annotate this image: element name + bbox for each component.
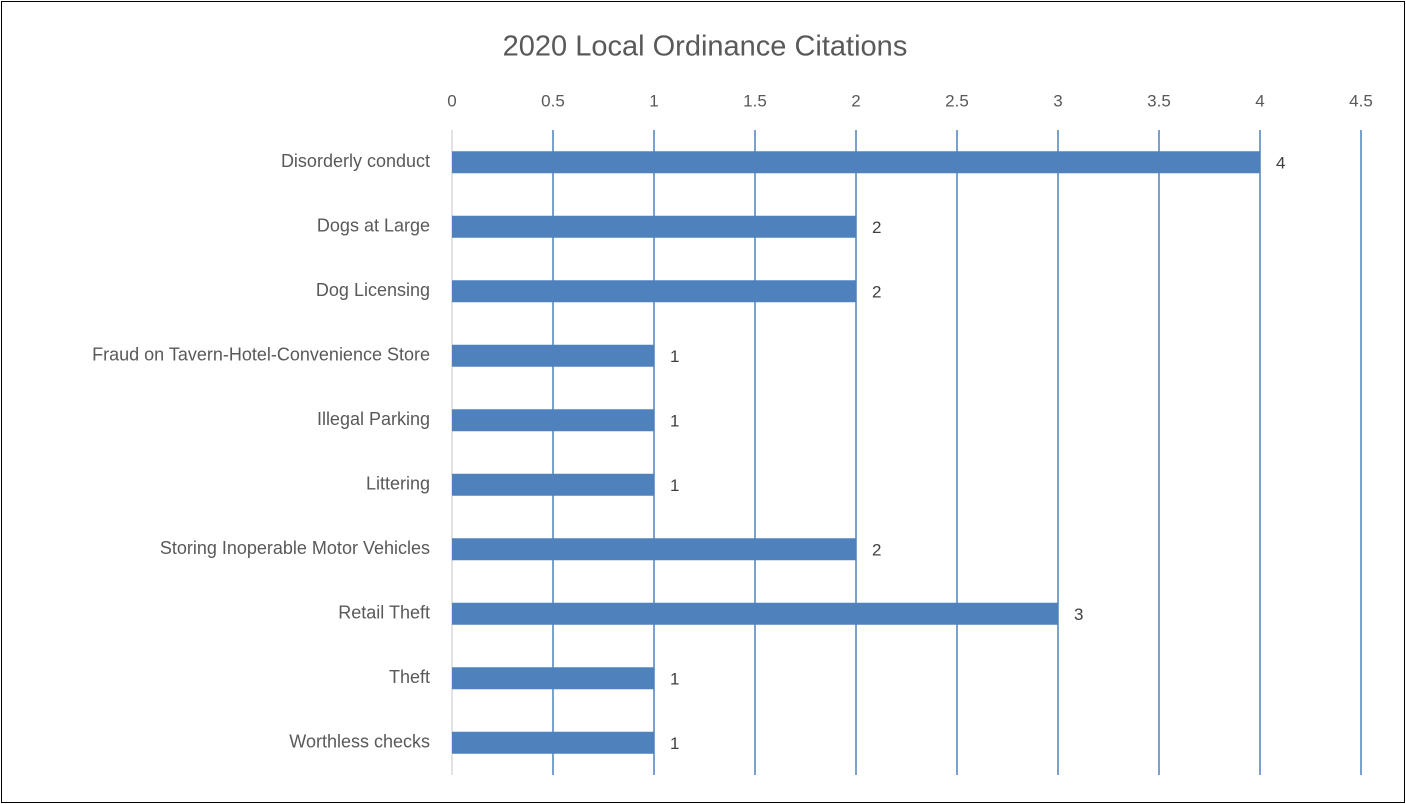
data-label: 4: [1276, 154, 1285, 173]
x-tick-label: 1: [649, 91, 658, 110]
bar: [452, 473, 654, 496]
y-tick-label: Illegal Parking: [317, 409, 430, 429]
bar: [452, 344, 654, 367]
data-label: 2: [872, 283, 881, 302]
data-label: 1: [670, 412, 679, 431]
y-tick-label: Theft: [389, 667, 430, 687]
bar: [452, 151, 1260, 174]
x-tick-label: 3.5: [1147, 91, 1171, 110]
bar: [452, 280, 856, 303]
y-tick-label: Dogs at Large: [317, 216, 430, 236]
bar: [452, 538, 856, 561]
data-label: 1: [670, 476, 679, 495]
x-tick-label: 4.5: [1349, 91, 1373, 110]
data-label: 2: [872, 218, 881, 237]
x-tick-label: 0.5: [541, 91, 565, 110]
y-tick-label: Littering: [366, 474, 430, 494]
bar: [452, 409, 654, 432]
bar: [452, 667, 654, 690]
x-tick-label: 3: [1053, 91, 1062, 110]
y-tick-label: Worthless checks: [289, 732, 430, 752]
chart-title: 2020 Local Ordinance Citations: [503, 31, 908, 63]
x-tick-label: 2.5: [945, 91, 969, 110]
x-tick-label: 4: [1255, 91, 1264, 110]
x-tick-label: 2: [851, 91, 860, 110]
y-tick-label: Retail Theft: [338, 603, 430, 623]
data-label: 1: [670, 734, 679, 753]
data-label: 1: [670, 670, 679, 689]
y-tick-label: Disorderly conduct: [281, 151, 430, 171]
data-label: 2: [872, 541, 881, 560]
y-tick-label: Dog Licensing: [316, 280, 430, 300]
bar: [452, 215, 856, 238]
x-tick-label: 1.5: [743, 91, 767, 110]
x-tick-label: 0: [447, 91, 456, 110]
y-tick-label: Storing Inoperable Motor Vehicles: [160, 538, 430, 558]
bar: [452, 602, 1058, 625]
data-label: 1: [670, 347, 679, 366]
y-tick-label: Fraud on Tavern-Hotel-Convenience Store: [92, 345, 430, 365]
data-label: 3: [1074, 605, 1083, 624]
bar: [452, 731, 654, 754]
